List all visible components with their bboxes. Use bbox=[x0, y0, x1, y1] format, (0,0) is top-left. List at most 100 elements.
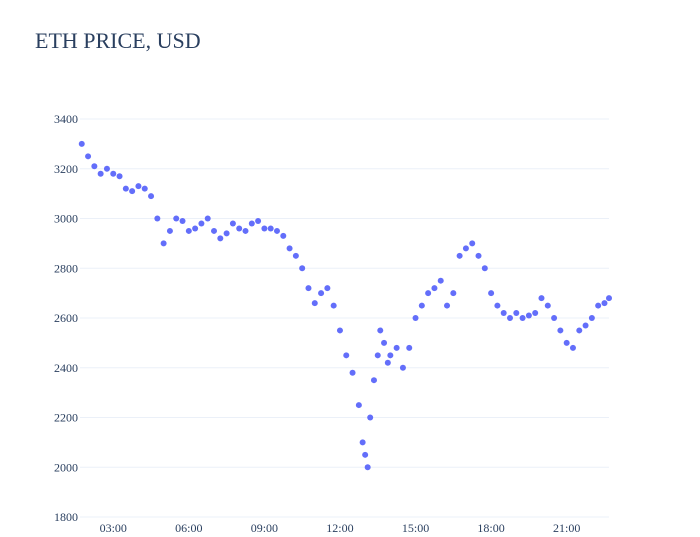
data-point[interactable] bbox=[292, 252, 299, 259]
data-point[interactable] bbox=[141, 185, 148, 192]
data-point[interactable] bbox=[286, 245, 293, 252]
data-point[interactable] bbox=[179, 217, 186, 224]
data-point[interactable] bbox=[444, 302, 451, 309]
chart-title: ETH PRICE, USD bbox=[35, 28, 201, 53]
data-point[interactable] bbox=[500, 310, 507, 317]
y-tick-label: 1800 bbox=[54, 510, 78, 524]
data-point[interactable] bbox=[305, 285, 312, 292]
data-point[interactable] bbox=[551, 315, 558, 321]
data-point[interactable] bbox=[418, 302, 425, 309]
data-point[interactable] bbox=[601, 300, 608, 307]
data-point[interactable] bbox=[513, 310, 520, 317]
data-point[interactable] bbox=[122, 185, 129, 192]
data-point[interactable] bbox=[494, 302, 501, 309]
data-point[interactable] bbox=[148, 193, 155, 200]
data-point[interactable] bbox=[78, 140, 85, 147]
data-point[interactable] bbox=[606, 295, 612, 302]
data-point[interactable] bbox=[525, 312, 532, 319]
data-point[interactable] bbox=[85, 153, 92, 160]
data-point[interactable] bbox=[198, 220, 205, 227]
x-tick-label: 12:00 bbox=[326, 521, 353, 535]
data-point[interactable] bbox=[399, 364, 406, 371]
data-point[interactable] bbox=[469, 240, 476, 247]
data-point[interactable] bbox=[355, 402, 362, 409]
data-point[interactable] bbox=[582, 322, 589, 329]
data-point[interactable] bbox=[273, 227, 280, 234]
data-point[interactable] bbox=[563, 339, 570, 346]
data-point[interactable] bbox=[412, 315, 419, 321]
y-tick-label: 2600 bbox=[54, 311, 78, 325]
data-point[interactable] bbox=[116, 173, 123, 180]
data-point[interactable] bbox=[166, 227, 173, 234]
data-point[interactable] bbox=[103, 165, 110, 172]
data-point[interactable] bbox=[406, 344, 413, 351]
data-point[interactable] bbox=[204, 215, 211, 222]
data-point[interactable] bbox=[367, 414, 374, 421]
data-point[interactable] bbox=[557, 327, 564, 334]
data-point[interactable] bbox=[456, 252, 463, 259]
data-point[interactable] bbox=[280, 232, 287, 239]
data-point[interactable] bbox=[318, 290, 325, 297]
data-point[interactable] bbox=[364, 464, 371, 471]
data-point[interactable] bbox=[349, 369, 356, 376]
data-point[interactable] bbox=[236, 225, 243, 232]
data-point[interactable] bbox=[381, 339, 388, 346]
data-point[interactable] bbox=[223, 230, 230, 237]
data-point[interactable] bbox=[343, 352, 350, 359]
data-point[interactable] bbox=[450, 290, 457, 297]
data-point[interactable] bbox=[248, 220, 255, 227]
data-point[interactable] bbox=[569, 344, 576, 351]
data-point[interactable] bbox=[359, 439, 366, 446]
data-point[interactable] bbox=[425, 290, 432, 297]
data-point[interactable] bbox=[185, 227, 192, 234]
x-tick-label: 09:00 bbox=[251, 521, 278, 535]
data-point[interactable] bbox=[173, 215, 180, 222]
data-point[interactable] bbox=[97, 170, 104, 177]
data-point[interactable] bbox=[431, 285, 438, 292]
data-point[interactable] bbox=[475, 252, 482, 259]
x-tick-label: 03:00 bbox=[100, 521, 127, 535]
data-point[interactable] bbox=[110, 170, 117, 177]
data-point[interactable] bbox=[387, 352, 394, 359]
y-tick-label: 2200 bbox=[54, 411, 78, 425]
data-point[interactable] bbox=[544, 302, 551, 309]
y-tick-label: 2400 bbox=[54, 361, 78, 375]
data-point[interactable] bbox=[336, 327, 343, 334]
data-point[interactable] bbox=[91, 163, 98, 170]
data-point[interactable] bbox=[261, 225, 268, 232]
data-point[interactable] bbox=[370, 377, 377, 384]
data-point[interactable] bbox=[595, 302, 602, 309]
data-point[interactable] bbox=[576, 327, 583, 334]
data-point[interactable] bbox=[532, 310, 539, 317]
data-point[interactable] bbox=[437, 277, 444, 284]
data-point[interactable] bbox=[160, 240, 167, 247]
data-point[interactable] bbox=[488, 290, 495, 297]
data-point[interactable] bbox=[267, 225, 274, 232]
data-point[interactable] bbox=[311, 300, 318, 307]
data-point[interactable] bbox=[299, 265, 306, 272]
data-point[interactable] bbox=[384, 359, 391, 366]
data-point[interactable] bbox=[217, 235, 224, 242]
data-point[interactable] bbox=[135, 183, 142, 190]
data-point[interactable] bbox=[393, 344, 400, 351]
data-point[interactable] bbox=[330, 302, 337, 309]
data-point[interactable] bbox=[129, 188, 136, 195]
data-point[interactable] bbox=[255, 217, 262, 224]
data-point[interactable] bbox=[374, 352, 381, 359]
data-point[interactable] bbox=[481, 265, 488, 272]
data-point[interactable] bbox=[588, 315, 595, 321]
data-point[interactable] bbox=[192, 225, 199, 232]
data-point[interactable] bbox=[242, 227, 249, 234]
data-point[interactable] bbox=[362, 451, 369, 458]
data-point[interactable] bbox=[211, 227, 218, 234]
data-point[interactable] bbox=[462, 245, 469, 252]
data-point[interactable] bbox=[519, 315, 526, 321]
data-point[interactable] bbox=[229, 220, 236, 227]
data-point[interactable] bbox=[377, 327, 384, 334]
x-tick-label: 15:00 bbox=[402, 521, 429, 535]
data-point[interactable] bbox=[324, 285, 331, 292]
data-point[interactable] bbox=[154, 215, 161, 222]
x-tick-label: 18:00 bbox=[477, 521, 504, 535]
data-point[interactable] bbox=[507, 315, 514, 321]
data-point[interactable] bbox=[538, 295, 545, 302]
